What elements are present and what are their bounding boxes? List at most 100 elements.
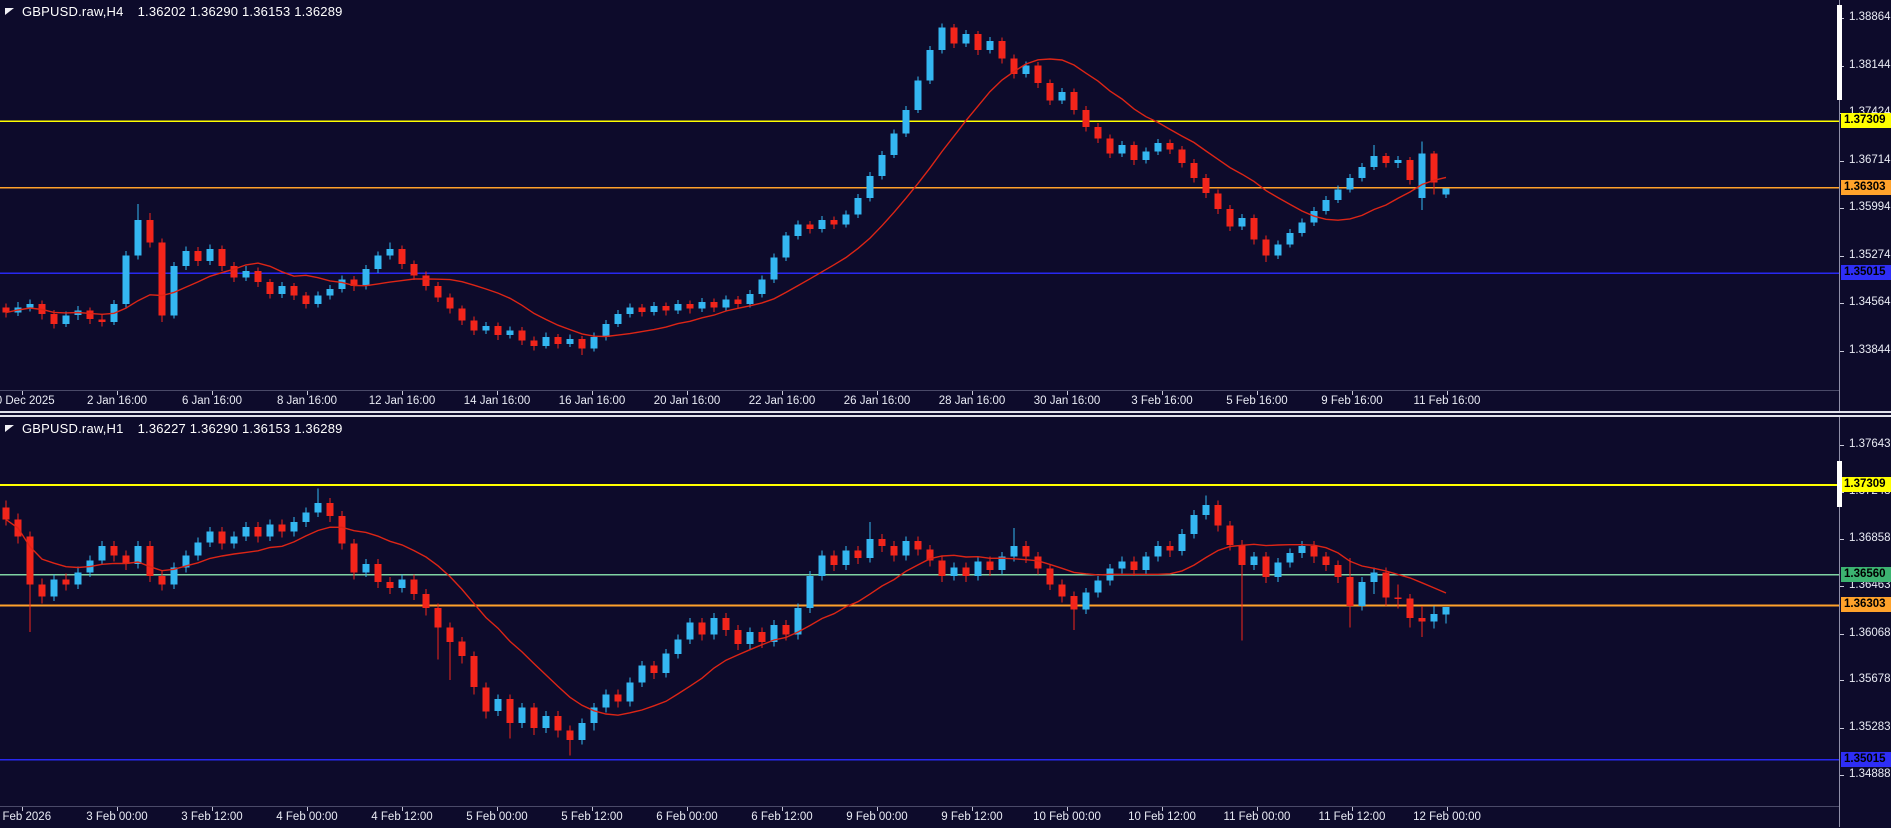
candle (602, 694, 610, 708)
candle (314, 295, 322, 304)
candle (2, 507, 10, 520)
candle (842, 550, 850, 566)
candle (938, 27, 946, 50)
candle (1154, 545, 1162, 557)
axis-scale-indicator[interactable] (1837, 461, 1842, 507)
candle (1346, 577, 1354, 606)
time-tick-label: 6 Feb 12:00 (751, 811, 813, 823)
candle (626, 682, 634, 702)
object-list-arrow-icon[interactable] (5, 425, 14, 432)
price-tick-mark (1840, 775, 1844, 776)
chart-title-h1: GBPUSD.raw,H1 1.36227 1.36290 1.36153 1.… (5, 421, 343, 436)
candle (662, 306, 670, 311)
candle (1334, 189, 1342, 200)
candle (374, 563, 382, 582)
candle (590, 337, 598, 349)
candle (998, 40, 1006, 59)
candle (446, 627, 454, 642)
candle (494, 325, 502, 336)
time-tick-mark (1162, 391, 1163, 395)
candle (86, 310, 94, 320)
candle (98, 319, 106, 322)
candle (698, 302, 706, 309)
candle (26, 304, 34, 308)
candle (614, 314, 622, 324)
candle (506, 699, 514, 724)
candle (1178, 534, 1186, 551)
time-tick-label: 2 Feb 2026 (0, 811, 52, 823)
time-tick-mark (402, 807, 403, 811)
candle (794, 608, 802, 635)
candle (1406, 160, 1414, 180)
candle (710, 302, 718, 308)
chart-ohlc-values: 1.36202 1.36290 1.36153 1.36289 (137, 4, 343, 19)
time-tick-label: 11 Feb 00:00 (1223, 811, 1291, 823)
price-tick-label: 1.35678 (1849, 673, 1891, 685)
candle (278, 286, 286, 295)
candle (338, 516, 346, 544)
price-axis-h4[interactable]: 1.38864 1.38144 1.37424 1.36714 1.35994 1.352… (1837, 0, 1891, 411)
candlestick-plot-h1[interactable] (0, 417, 1839, 806)
candle (170, 266, 178, 316)
price-tick-label: 1.36463 (1849, 579, 1891, 591)
candle (1046, 568, 1054, 585)
candlestick-plot-h4[interactable] (0, 0, 1839, 390)
candle (218, 531, 226, 544)
candle (770, 625, 778, 642)
time-tick-label: 20 Jan 16:00 (653, 395, 721, 407)
candle (254, 270, 262, 283)
candle (470, 320, 478, 331)
candle (818, 219, 826, 230)
chart-symbol-label: GBPUSD.raw,H4 (22, 4, 124, 19)
candle (398, 579, 406, 588)
candle (830, 555, 838, 566)
candle (662, 653, 670, 673)
candle (950, 27, 958, 44)
candle (530, 340, 538, 346)
candle (794, 224, 802, 236)
price-tick-mark (1840, 18, 1844, 19)
time-tick-mark (497, 807, 498, 811)
candle (1334, 565, 1342, 578)
candle (746, 294, 754, 304)
candle (890, 545, 898, 556)
candle (686, 304, 694, 309)
candle (1154, 142, 1162, 152)
time-axis-h4[interactable]: 30 Dec 2025 2 Jan 16:00 6 Jan 16:00 8 Jan 1… (0, 390, 1839, 412)
candle (362, 268, 370, 287)
candle (1370, 156, 1378, 167)
panel-splitter[interactable] (0, 411, 1891, 417)
price-tick-label: 1.38864 (1849, 11, 1891, 23)
candle (230, 536, 238, 544)
candle (770, 257, 778, 280)
time-tick-label: 4 Feb 00:00 (276, 811, 338, 823)
candle (482, 325, 490, 331)
price-tick-mark (1840, 539, 1844, 540)
object-list-arrow-icon[interactable] (5, 8, 14, 15)
time-tick-label: 22 Jan 16:00 (748, 395, 816, 407)
time-tick-label: 14 Jan 16:00 (463, 395, 531, 407)
candle (1298, 545, 1306, 554)
price-tick-mark (1840, 586, 1844, 587)
time-tick-mark (402, 391, 403, 395)
candle (146, 219, 154, 243)
candle (26, 536, 34, 585)
time-tick-mark (117, 807, 118, 811)
chart-ohlc-values: 1.36227 1.36290 1.36153 1.36289 (137, 421, 343, 436)
time-tick-label: 10 Feb 00:00 (1033, 811, 1101, 823)
candle (1142, 151, 1150, 161)
candle (1238, 217, 1246, 227)
time-tick-mark (22, 391, 23, 395)
axis-scale-indicator[interactable] (1837, 5, 1842, 100)
candle (1394, 160, 1402, 163)
candle (1070, 91, 1078, 110)
candle (1094, 580, 1102, 593)
candle (74, 572, 82, 585)
price-tick-mark (1840, 634, 1844, 635)
time-tick-label: 2 Jan 16:00 (86, 395, 148, 407)
candle (638, 665, 646, 683)
candle (926, 549, 934, 561)
time-axis-h1[interactable]: 2 Feb 2026 3 Feb 00:00 3 Feb 12:00 4 Feb 00… (0, 806, 1839, 828)
time-tick-label: 6 Jan 16:00 (181, 395, 243, 407)
price-axis-h1[interactable]: 1.376431.372481.368581.364631.360681.356… (1837, 417, 1891, 827)
